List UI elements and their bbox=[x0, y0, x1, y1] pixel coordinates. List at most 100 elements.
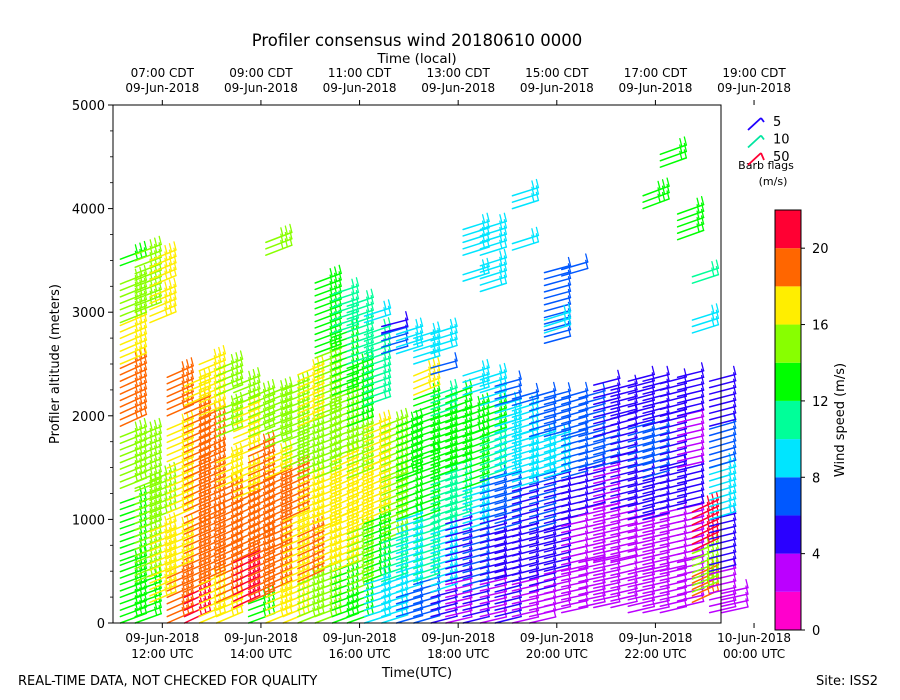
barb-flag bbox=[198, 494, 203, 504]
wind-barb bbox=[346, 320, 374, 340]
barb-staff bbox=[479, 472, 508, 482]
barb-flag bbox=[262, 560, 267, 570]
barb-flag bbox=[361, 501, 365, 511]
barb-flag bbox=[190, 363, 194, 373]
wind-barb bbox=[282, 480, 310, 501]
wind-barb bbox=[215, 455, 244, 477]
barb-flag bbox=[370, 471, 374, 482]
barb-flag bbox=[312, 513, 316, 524]
barb-flag bbox=[428, 372, 432, 383]
barb-flag bbox=[143, 247, 148, 257]
barb-flag bbox=[218, 449, 222, 460]
barb-flag bbox=[262, 382, 267, 392]
barb-flag bbox=[213, 558, 217, 569]
wind-barb bbox=[346, 301, 374, 320]
barb-staff bbox=[494, 476, 522, 486]
wind-barb bbox=[119, 386, 148, 408]
barb-flag bbox=[306, 383, 310, 394]
wind-barb bbox=[413, 321, 441, 340]
barb-flag bbox=[405, 557, 409, 567]
barb-flag bbox=[477, 402, 481, 412]
barb-flag bbox=[449, 507, 454, 517]
barb-flag bbox=[139, 394, 143, 405]
wind-barb bbox=[282, 371, 310, 391]
barb-flag bbox=[306, 442, 310, 452]
barb-flag bbox=[378, 528, 383, 538]
barb-flag bbox=[235, 564, 239, 575]
barb-flag bbox=[181, 432, 185, 443]
barb-flag bbox=[361, 570, 365, 580]
barb-staff bbox=[430, 589, 458, 599]
barb-flag bbox=[306, 422, 310, 433]
barb-flag bbox=[535, 178, 540, 189]
barb-staff bbox=[528, 415, 557, 425]
barb-flag bbox=[213, 574, 217, 585]
barb-staff bbox=[430, 609, 458, 618]
wind-barb bbox=[462, 257, 490, 276]
barb-flag bbox=[355, 406, 360, 416]
barb-flag bbox=[168, 495, 173, 506]
barb-flag bbox=[168, 255, 173, 266]
barb-flag bbox=[469, 502, 473, 512]
barb-flag bbox=[134, 341, 139, 351]
barb-flag bbox=[297, 432, 301, 443]
barb-flag bbox=[321, 368, 325, 378]
barb-flag bbox=[449, 481, 454, 491]
barb-staff bbox=[511, 535, 540, 544]
barb-flag bbox=[143, 380, 148, 390]
barb-flag bbox=[207, 490, 212, 500]
wind-barb bbox=[331, 377, 360, 396]
barb-flag bbox=[419, 459, 424, 469]
wind-barb bbox=[331, 473, 360, 495]
barb-staff bbox=[511, 496, 540, 505]
barb-flag bbox=[218, 398, 222, 408]
barb-flag bbox=[437, 462, 441, 473]
barb-flag bbox=[329, 456, 333, 466]
barb-flag bbox=[235, 584, 239, 594]
barb-flag bbox=[257, 367, 261, 377]
barb-flag bbox=[366, 296, 370, 306]
barb-flag bbox=[370, 478, 374, 488]
wind-barb bbox=[331, 513, 360, 534]
barb-flag bbox=[346, 429, 351, 439]
wind-barb bbox=[149, 303, 177, 324]
barb-flag bbox=[262, 573, 267, 583]
barb-flag bbox=[139, 320, 143, 330]
wind-barb bbox=[282, 448, 310, 469]
wind-barb bbox=[183, 496, 212, 518]
wind-barb bbox=[413, 400, 441, 420]
wind-barb bbox=[363, 387, 392, 407]
barb-flag bbox=[280, 562, 284, 573]
wind-barb bbox=[413, 557, 441, 576]
barb-flag bbox=[338, 484, 342, 494]
barb-flag bbox=[351, 317, 355, 327]
wind-barb bbox=[134, 437, 162, 457]
barb-flag bbox=[329, 548, 333, 559]
barb-flag bbox=[449, 488, 454, 498]
wind-barb bbox=[445, 482, 473, 501]
barb-flag bbox=[334, 527, 338, 537]
wind-barb bbox=[511, 382, 540, 400]
barb-flag bbox=[334, 573, 338, 584]
barb-flag bbox=[419, 317, 424, 327]
barb-flag bbox=[297, 413, 301, 423]
barb-flag bbox=[149, 534, 153, 544]
wind-barb bbox=[233, 540, 261, 562]
wind-barb bbox=[331, 486, 360, 508]
barb-flag bbox=[321, 458, 325, 469]
barb-flag bbox=[181, 581, 185, 591]
barb-flag bbox=[361, 537, 365, 548]
wind-barb bbox=[430, 352, 458, 369]
barb-flag bbox=[213, 490, 217, 500]
barb-flag bbox=[469, 495, 473, 506]
barb-flag bbox=[338, 510, 342, 520]
barb-flag bbox=[405, 521, 409, 531]
barb-flag bbox=[164, 491, 168, 501]
barb-flag bbox=[181, 420, 185, 430]
barb-flag bbox=[271, 549, 276, 560]
wind-barb bbox=[166, 570, 194, 592]
barb-flag bbox=[164, 573, 168, 584]
wind-barb bbox=[331, 370, 360, 390]
barb-staff bbox=[445, 541, 473, 551]
barb-flag bbox=[334, 593, 338, 603]
